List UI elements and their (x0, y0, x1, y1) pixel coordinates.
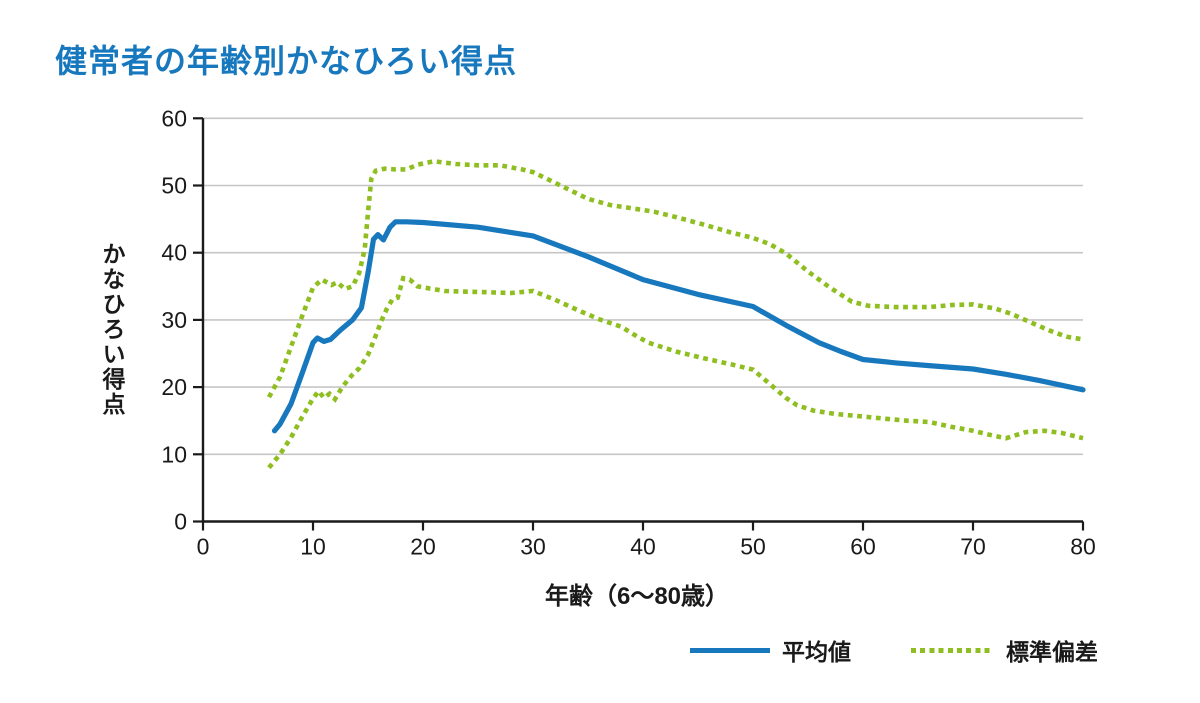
y-tick-label-10: 10 (161, 441, 187, 467)
x-tick-label-80: 80 (1070, 534, 1096, 560)
legend-sd-label: 標準偏差 (1006, 639, 1098, 665)
y-tick-label-40: 40 (161, 240, 187, 266)
y-tick-label-30: 30 (161, 307, 187, 333)
page-title: 健常者の年齢別かなひろい得点 (55, 43, 518, 79)
x-tick-label-60: 60 (850, 534, 876, 560)
y-tick-label-60: 60 (161, 105, 187, 131)
y-tick-label-50: 50 (161, 173, 187, 199)
series-mean-line (271, 219, 1086, 434)
x-tick-label-70: 70 (960, 534, 986, 560)
series-sd_upper-line (266, 158, 1084, 399)
x-tick-label-50: 50 (740, 534, 766, 560)
legend: 平均値 標準偏差 (690, 634, 1098, 666)
legend-mean-line-sample (690, 647, 770, 653)
legend-sd-line-sample (911, 647, 994, 653)
series-sd_lower-line (267, 275, 1084, 470)
y-tick-label-0: 0 (174, 509, 187, 535)
legend-mean-label: 平均値 (782, 639, 851, 665)
y-tick-label-20: 20 (161, 374, 187, 400)
y-axis-label: かなひろい得点 (99, 242, 125, 417)
x-tick-label-30: 30 (520, 534, 546, 560)
x-tick-label-10: 10 (300, 534, 326, 560)
x-axis-label: 年齢（6〜80歳） (544, 583, 730, 610)
x-tick-label-40: 40 (630, 534, 656, 560)
x-tick-label-0: 0 (197, 534, 210, 560)
x-tick-label-20: 20 (410, 534, 436, 560)
